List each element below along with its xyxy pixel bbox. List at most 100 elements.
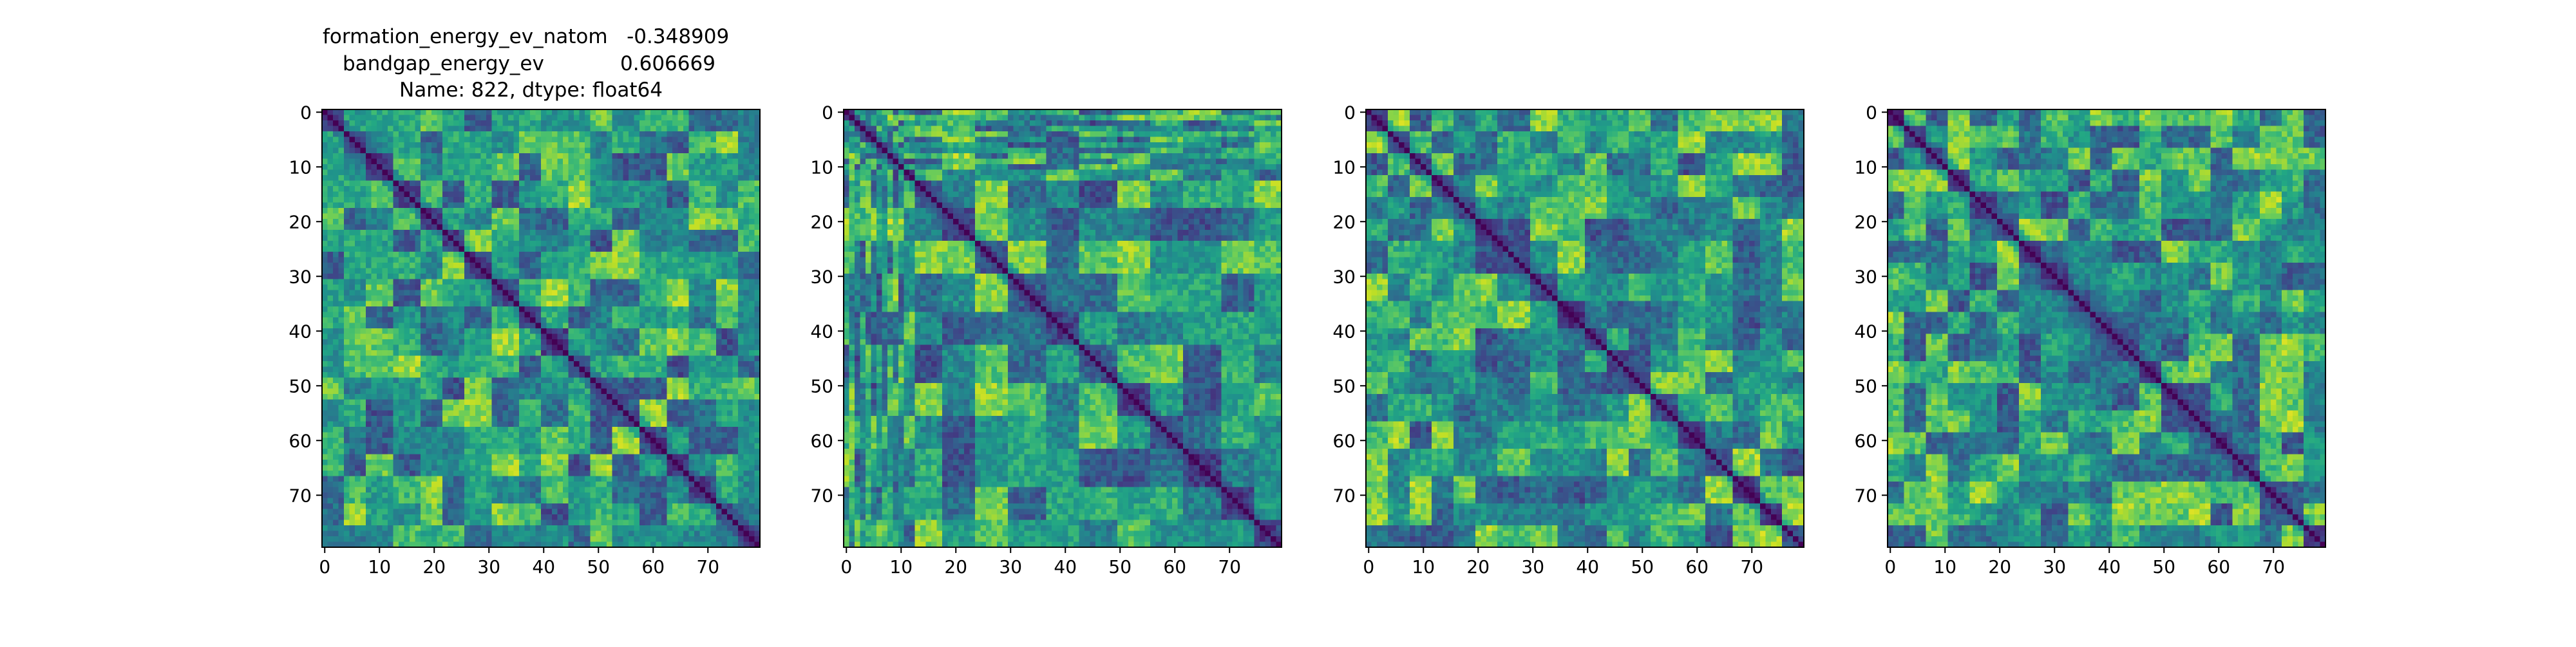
heatmap-cell [612, 421, 618, 427]
heatmap-cell [710, 115, 717, 121]
heatmap-cell [754, 147, 761, 154]
heatmap-cell [618, 432, 623, 438]
heatmap-cell [366, 317, 372, 323]
heatmap-cell [333, 219, 339, 225]
heatmap-cell [546, 213, 553, 220]
heatmap-cell [585, 164, 591, 170]
heatmap-cell [497, 377, 503, 384]
heatmap-cell [344, 257, 350, 263]
heatmap-cell [645, 279, 651, 285]
heatmap-cell [524, 333, 531, 340]
heatmap-cell [349, 263, 355, 268]
heatmap-cell [448, 377, 454, 384]
heatmap-cell [453, 268, 459, 274]
heatmap-cell [360, 427, 366, 433]
heatmap-cell [377, 301, 383, 307]
heatmap-cell [322, 405, 328, 411]
heatmap-cell [469, 263, 476, 268]
heatmap-cell [661, 175, 667, 181]
heatmap-cell [371, 416, 377, 422]
heatmap-cell [601, 383, 607, 389]
heatmap-cell [399, 449, 404, 455]
heatmap-cell [491, 169, 498, 176]
heatmap-cell [415, 405, 421, 411]
heatmap-cell [618, 333, 623, 340]
heatmap-cell [716, 268, 722, 274]
heatmap-cell [459, 410, 465, 417]
heatmap-cell [710, 279, 717, 285]
heatmap-cell [749, 164, 755, 170]
heatmap-cell [667, 186, 673, 192]
heatmap-cell [634, 191, 640, 198]
heatmap-cell [634, 290, 640, 296]
heatmap-cell [333, 257, 339, 263]
heatmap-cell [508, 147, 514, 154]
heatmap-cell [743, 388, 750, 395]
heatmap-cell [574, 169, 580, 176]
heatmap-cell [705, 306, 711, 312]
heatmap-cell [508, 115, 514, 121]
heatmap-cell [448, 443, 454, 449]
heatmap-cell [557, 443, 564, 449]
heatmap-cell [661, 164, 667, 170]
heatmap-cell [574, 312, 580, 318]
heatmap-cell [699, 312, 706, 318]
heatmap-cell [399, 224, 404, 230]
heatmap-cell [399, 208, 404, 214]
heatmap-cell [667, 164, 673, 170]
heatmap-cell [557, 421, 564, 427]
heatmap-cell [574, 164, 580, 170]
heatmap-cell [475, 427, 481, 433]
heatmap-cell [688, 339, 695, 345]
heatmap-cell [716, 175, 722, 181]
heatmap-cell [705, 301, 711, 307]
heatmap-cell [574, 344, 580, 351]
heatmap-cell [645, 224, 651, 230]
heatmap-cell [453, 317, 459, 323]
heatmap-cell [371, 131, 377, 137]
heatmap-cell [491, 197, 498, 203]
heatmap-cell [360, 180, 366, 187]
heatmap-cell [650, 279, 656, 285]
heatmap-cell [754, 213, 761, 220]
heatmap-cell [749, 377, 755, 384]
heatmap-cell [683, 191, 689, 198]
heatmap-cell [585, 224, 591, 230]
heatmap-cell [585, 268, 591, 274]
heatmap-cell [426, 416, 432, 422]
heatmap-cell [519, 175, 525, 181]
heatmap-cell [377, 252, 383, 258]
heatmap-cell [442, 333, 448, 340]
heatmap-cell [727, 197, 733, 203]
heatmap-cell [574, 323, 580, 329]
heatmap-cell [683, 274, 689, 279]
heatmap-cell [366, 109, 372, 115]
heatmap-cell [568, 175, 574, 181]
heatmap-cell [629, 421, 634, 427]
heatmap-cell [371, 120, 377, 126]
heatmap-cell [399, 421, 404, 427]
heatmap-cell [667, 252, 673, 258]
heatmap-cell [563, 361, 569, 367]
heatmap-cell [535, 274, 542, 279]
heatmap-cell [491, 410, 498, 417]
heatmap-cell [563, 394, 569, 400]
heatmap-cell [667, 241, 673, 247]
heatmap-cell [442, 197, 448, 203]
heatmap-cell [486, 443, 492, 449]
heatmap-cell [322, 416, 328, 422]
heatmap-cell [519, 208, 525, 214]
heatmap-cell [557, 235, 564, 241]
heatmap-cell [431, 180, 437, 187]
heatmap-cell [393, 115, 399, 121]
heatmap-cell [618, 416, 623, 422]
heatmap-cell [639, 383, 645, 389]
heatmap-cell [338, 219, 345, 225]
heatmap-cell [322, 180, 328, 187]
heatmap-cell [382, 372, 388, 378]
heatmap-cell [404, 208, 410, 214]
heatmap-cell [415, 383, 421, 389]
heatmap-cell [448, 263, 454, 268]
heatmap-cell [491, 241, 498, 247]
heatmap-cell [721, 147, 728, 154]
